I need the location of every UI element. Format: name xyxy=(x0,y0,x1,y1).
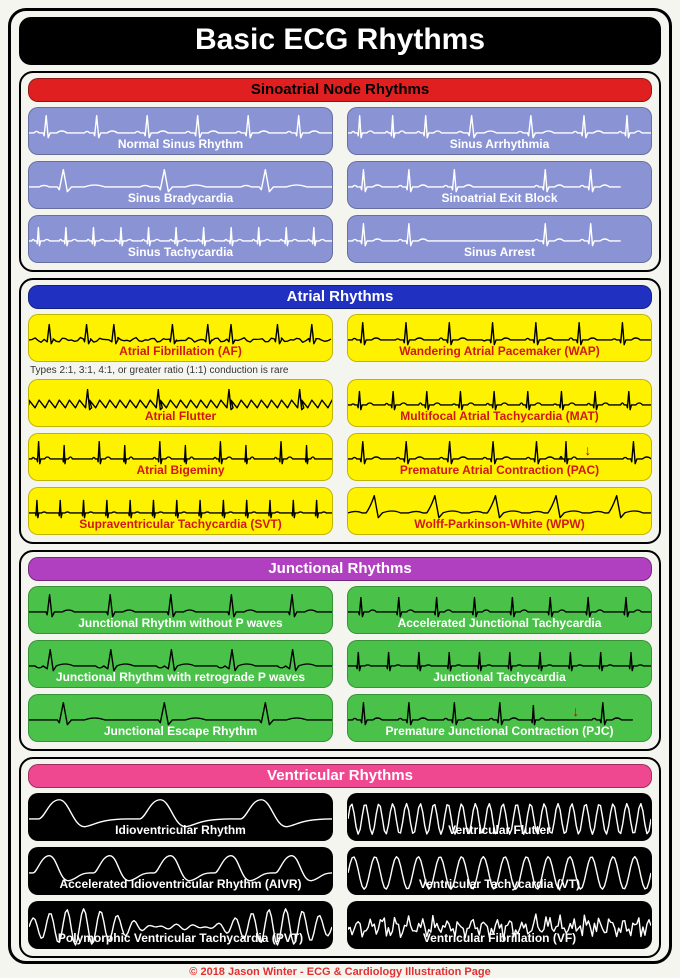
rhythm-label: Premature Atrial Contraction (PAC) xyxy=(400,463,599,480)
rhythm-label: Multifocal Atrial Tachycardia (MAT) xyxy=(400,409,598,426)
rhythm-cell: ↓ Premature Junctional Contraction (PJC) xyxy=(347,694,652,742)
rhythm-label: Junctional Tachycardia xyxy=(433,670,566,687)
section-header: Atrial Rhythms xyxy=(28,285,652,309)
rhythm-label: Ventricular Fibrillation (VF) xyxy=(423,931,576,948)
spacer xyxy=(347,368,652,373)
section-header: Sinoatrial Node Rhythms xyxy=(28,78,652,102)
sections-container: Sinoatrial Node Rhythms Normal Sinus Rhyt… xyxy=(19,71,661,964)
section-atrial: Atrial Rhythms Atrial Fibrillation (AF) Wa… xyxy=(19,278,661,544)
rhythm-cell: Supraventricular Tachycardia (SVT) xyxy=(28,487,333,535)
rhythm-label: Wolff-Parkinson-White (WPW) xyxy=(414,517,584,534)
rhythm-label: Atrial Flutter xyxy=(145,409,216,426)
rhythm-cell: Accelerated Idioventricular Rhythm (AIVR… xyxy=(28,847,333,895)
rhythm-cell: Junctional Tachycardia xyxy=(347,640,652,688)
rhythm-cell: Idioventricular Rhythm xyxy=(28,793,333,841)
rhythm-cell: Sinoatrial Exit Block xyxy=(347,161,652,209)
rhythm-cell: Atrial Bigeminy xyxy=(28,433,333,481)
section-note: Types 2:1, 3:1, 4:1, or greater ratio (1… xyxy=(28,365,333,376)
rhythm-cell: ↓ Premature Atrial Contraction (PAC) xyxy=(347,433,652,481)
rhythm-grid: Junctional Rhythm without P waves Acceler… xyxy=(28,586,652,742)
rhythm-label: Sinus Bradycardia xyxy=(128,191,233,208)
rhythm-cell: Junctional Rhythm without P waves xyxy=(28,586,333,634)
rhythm-grid: Atrial Fibrillation (AF) Wandering Atrial… xyxy=(28,314,652,535)
rhythm-grid: Normal Sinus Rhythm Sinus Arrhythmia Sinus… xyxy=(28,107,652,263)
rhythm-cell: Wandering Atrial Pacemaker (WAP) xyxy=(347,314,652,362)
page-frame: Basic ECG Rhythms Sinoatrial Node Rhythm… xyxy=(8,8,672,964)
rhythm-cell: Junctional Rhythm with retrograde P wave… xyxy=(28,640,333,688)
rhythm-cell: Ventricular Tachycardia (VT) xyxy=(347,847,652,895)
rhythm-cell: Ventricular Fibrillation (VF) xyxy=(347,901,652,949)
rhythm-label: Sinus Arrhythmia xyxy=(450,137,550,154)
rhythm-label: Accelerated Junctional Tachycardia xyxy=(398,616,602,633)
rhythm-label: Polymorphic Ventricular Tachycardia (PVT… xyxy=(58,931,303,948)
rhythm-grid: Idioventricular Rhythm Ventricular Flutte… xyxy=(28,793,652,949)
rhythm-label: Accelerated Idioventricular Rhythm (AIVR… xyxy=(59,877,301,894)
rhythm-cell: Sinus Arrhythmia xyxy=(347,107,652,155)
rhythm-cell: Normal Sinus Rhythm xyxy=(28,107,333,155)
rhythm-label: Wandering Atrial Pacemaker (WAP) xyxy=(399,344,600,361)
rhythm-cell: Sinus Bradycardia xyxy=(28,161,333,209)
rhythm-label: Junctional Escape Rhythm xyxy=(104,724,257,741)
section-ventricular: Ventricular Rhythms Idioventricular Rhyth… xyxy=(19,757,661,958)
rhythm-label: Ventricular Flutter xyxy=(448,823,551,840)
rhythm-cell: Atrial Flutter xyxy=(28,379,333,427)
rhythm-label: Supraventricular Tachycardia (SVT) xyxy=(79,517,282,534)
rhythm-cell: Polymorphic Ventricular Tachycardia (PVT… xyxy=(28,901,333,949)
rhythm-label: Sinus Arrest xyxy=(464,245,535,262)
rhythm-label: Atrial Fibrillation (AF) xyxy=(119,344,242,361)
rhythm-cell: Atrial Fibrillation (AF) xyxy=(28,314,333,362)
copyright-footer: © 2018 Jason Winter - ECG & Cardiology I… xyxy=(19,964,661,978)
rhythm-label: Sinoatrial Exit Block xyxy=(441,191,557,208)
page-title: Basic ECG Rhythms xyxy=(19,17,661,65)
rhythm-cell: Wolff-Parkinson-White (WPW) xyxy=(347,487,652,535)
section-junctional: Junctional Rhythms Junctional Rhythm with… xyxy=(19,550,661,751)
rhythm-label: Junctional Rhythm without P waves xyxy=(78,616,282,633)
rhythm-label: Ventricular Tachycardia (VT) xyxy=(419,877,580,894)
rhythm-label: Premature Junctional Contraction (PJC) xyxy=(385,724,613,741)
arrow-down-icon: ↓ xyxy=(572,703,579,719)
rhythm-cell: Sinus Tachycardia xyxy=(28,215,333,263)
rhythm-label: Normal Sinus Rhythm xyxy=(118,137,243,154)
rhythm-label: Sinus Tachycardia xyxy=(128,245,233,262)
rhythm-cell: Sinus Arrest xyxy=(347,215,652,263)
rhythm-label: Junctional Rhythm with retrograde P wave… xyxy=(56,670,305,687)
section-header: Ventricular Rhythms xyxy=(28,764,652,788)
rhythm-cell: Junctional Escape Rhythm xyxy=(28,694,333,742)
rhythm-label: Atrial Bigeminy xyxy=(136,463,224,480)
section-sinoatrial: Sinoatrial Node Rhythms Normal Sinus Rhyt… xyxy=(19,71,661,272)
rhythm-cell: Multifocal Atrial Tachycardia (MAT) xyxy=(347,379,652,427)
arrow-down-icon: ↓ xyxy=(584,442,591,458)
section-header: Junctional Rhythms xyxy=(28,557,652,581)
rhythm-cell: Accelerated Junctional Tachycardia xyxy=(347,586,652,634)
rhythm-cell: Ventricular Flutter xyxy=(347,793,652,841)
rhythm-label: Idioventricular Rhythm xyxy=(115,823,246,840)
